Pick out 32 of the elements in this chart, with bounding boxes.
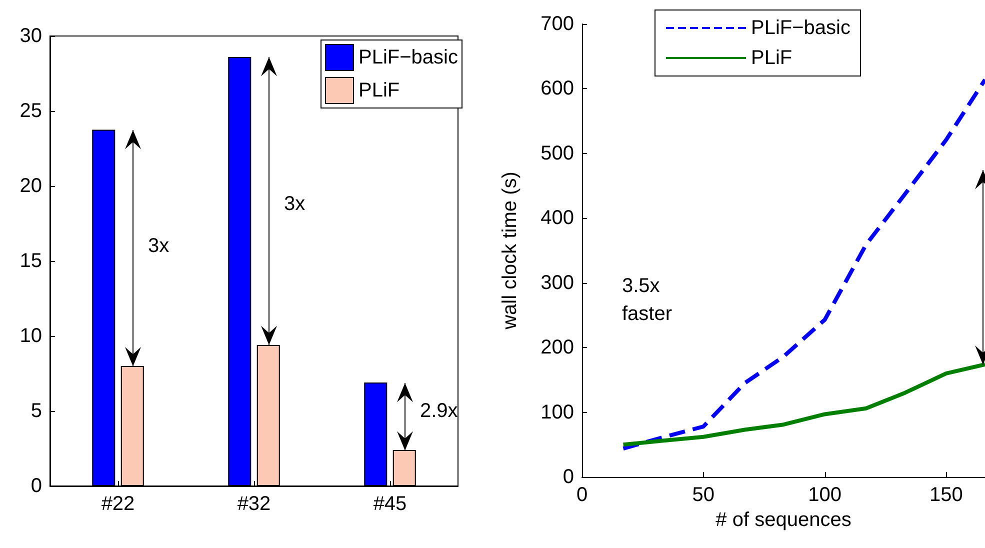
line-series — [621, 78, 985, 451]
y-tick-label: 700 — [540, 13, 574, 35]
x-tick-label: #22 — [101, 493, 135, 515]
annotation: 2.9x — [420, 400, 458, 422]
y-tick-label: 600 — [540, 78, 574, 100]
y-tick-label: 200 — [540, 336, 574, 359]
legend-label: PLiF−basic — [751, 17, 850, 39]
x-tick-label: 100 — [808, 484, 842, 506]
x-tick-label: #45 — [373, 493, 407, 515]
x-tick-label: 150 — [929, 484, 963, 506]
annotation: 3.5x faster — [622, 275, 672, 325]
y-tick-label: 0 — [562, 466, 574, 488]
y-tick-label: 100 — [540, 401, 574, 424]
annotation: 3x — [148, 235, 170, 257]
y-tick-label: 10 — [20, 325, 42, 347]
y-tick-label: 20 — [20, 175, 42, 197]
y-axis-title: wall clock time (s) — [499, 172, 521, 330]
legend-label: PLiF — [358, 80, 400, 102]
y-tick-label: 500 — [540, 142, 574, 164]
y-tick-label: 300 — [540, 272, 574, 294]
y-tick-label: 15 — [20, 250, 42, 272]
y-tick-label: 30 — [20, 25, 42, 47]
legend-label: PLiF — [751, 47, 792, 69]
x-tick-label: 0 — [576, 484, 588, 506]
legend-label: PLiF−basic — [358, 46, 458, 68]
annotation: 3x — [284, 193, 306, 215]
y-tick-label: 5 — [30, 400, 42, 422]
y-tick-label: 25 — [20, 100, 42, 122]
y-tick-label: 400 — [540, 207, 574, 230]
x-axis-title: # of sequences — [716, 508, 852, 531]
x-tick-label: 50 — [692, 484, 715, 506]
x-tick-label: #32 — [237, 493, 271, 515]
